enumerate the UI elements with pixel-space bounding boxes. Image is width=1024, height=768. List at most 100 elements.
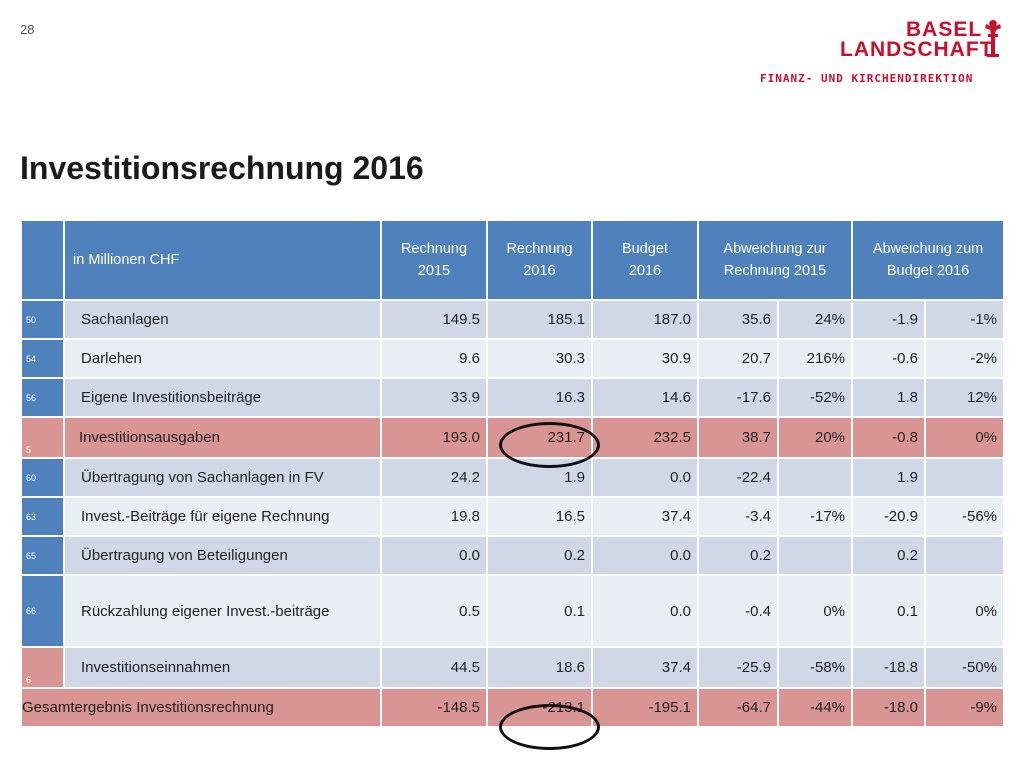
row-code: 65 bbox=[20, 535, 65, 576]
cell-r2016: 30.3 bbox=[486, 338, 593, 379]
baselstab-icon bbox=[985, 20, 1001, 57]
cell-diff-budget: -0.8 bbox=[851, 416, 927, 459]
header-abweichung-rechnung: Abweichung zur Rechnung 2015 bbox=[696, 219, 854, 301]
cell-diff-budget: 1.8 bbox=[851, 377, 927, 418]
cell-diff-budget-pct: 0% bbox=[924, 574, 1006, 648]
row-code: 60 bbox=[20, 457, 65, 498]
cell-diff-budget: -0.6 bbox=[851, 338, 927, 379]
row-code: 50 bbox=[20, 299, 65, 340]
cell-b2016: 0.0 bbox=[591, 457, 699, 498]
header-label: in Millionen CHF bbox=[63, 219, 382, 301]
total-diff-rechnung-pct: -44% bbox=[776, 687, 854, 728]
cell-diff-budget: 0.1 bbox=[851, 574, 927, 648]
cell-diff-budget-pct bbox=[924, 457, 1006, 498]
total-label: Gesamtergebnis Investitionsrechnung bbox=[20, 687, 382, 728]
cell-diff-budget-pct: 12% bbox=[924, 377, 1006, 418]
cell-r2015: 33.9 bbox=[380, 377, 488, 418]
row-label: Investitionsausgaben bbox=[63, 416, 382, 459]
table-row: 65 Übertragung von Beteiligungen 0.0 0.2… bbox=[20, 535, 1006, 576]
header-code bbox=[20, 219, 65, 301]
row-code: 66 bbox=[20, 574, 65, 648]
header-rechnung-2016: Rechnung 2016 bbox=[486, 219, 593, 301]
cell-r2016: 16.3 bbox=[486, 377, 593, 418]
cell-diff-budget: 1.9 bbox=[851, 457, 927, 498]
cell-r2015: 44.5 bbox=[380, 646, 488, 689]
cell-diff-rechnung-pct bbox=[776, 457, 854, 498]
cell-diff-budget-pct: -50% bbox=[924, 646, 1006, 689]
cell-r2015: 149.5 bbox=[380, 299, 488, 340]
cell-r2015: 0.5 bbox=[380, 574, 488, 648]
page-title: Investitionsrechnung 2016 bbox=[20, 150, 424, 186]
cell-b2016: 37.4 bbox=[591, 496, 699, 537]
cell-r2015: 193.0 bbox=[380, 416, 488, 459]
total-diff-budget: -18.0 bbox=[851, 687, 927, 728]
cell-diff-budget: -1.9 bbox=[851, 299, 927, 340]
cell-b2016: 0.0 bbox=[591, 574, 699, 648]
cell-r2015: 9.6 bbox=[380, 338, 488, 379]
cell-diff-rechnung: 38.7 bbox=[697, 416, 779, 459]
highlight-circle-gesamtergebnis bbox=[499, 704, 600, 750]
cell-diff-rechnung-pct bbox=[776, 535, 854, 576]
cell-diff-budget-pct bbox=[924, 535, 1006, 576]
cell-diff-rechnung-pct: 0% bbox=[776, 574, 854, 648]
subtotal-row: 5 Investitionsausgaben 193.0 231.7 232.5… bbox=[20, 416, 1006, 459]
cell-diff-budget-pct: 0% bbox=[924, 416, 1006, 459]
row-code: 63 bbox=[20, 496, 65, 537]
cell-b2016: 0.0 bbox=[591, 535, 699, 576]
cell-r2016: 0.2 bbox=[486, 535, 593, 576]
cell-diff-rechnung: 20.7 bbox=[697, 338, 779, 379]
cell-b2016: 232.5 bbox=[591, 416, 699, 459]
cell-diff-budget-pct: -56% bbox=[924, 496, 1006, 537]
header-abweichung-budget: Abweichung zum Budget 2016 bbox=[851, 219, 1006, 301]
cell-diff-rechnung-pct: 20% bbox=[776, 416, 854, 459]
total-b2016: -195.1 bbox=[591, 687, 699, 728]
cell-diff-rechnung: 35.6 bbox=[697, 299, 779, 340]
total-diff-rechnung: -64.7 bbox=[697, 687, 779, 728]
cell-diff-rechnung-pct: 216% bbox=[776, 338, 854, 379]
row-label: Sachanlagen bbox=[63, 299, 382, 340]
cell-diff-rechnung-pct: 24% bbox=[776, 299, 854, 340]
total-diff-budget-pct: -9% bbox=[924, 687, 1006, 728]
total-r2015: -148.5 bbox=[380, 687, 488, 728]
cell-diff-budget-pct: -1% bbox=[924, 299, 1006, 340]
cell-diff-rechnung-pct: -52% bbox=[776, 377, 854, 418]
cell-diff-budget: -20.9 bbox=[851, 496, 927, 537]
cell-diff-rechnung: -0.4 bbox=[697, 574, 779, 648]
row-code: 6 bbox=[20, 646, 65, 689]
cell-r2016: 0.1 bbox=[486, 574, 593, 648]
cell-r2015: 24.2 bbox=[380, 457, 488, 498]
row-label: Rückzahlung eigener Invest.-beiträge bbox=[63, 574, 382, 648]
logo-line2: LANDSCHAFT bbox=[840, 38, 994, 61]
cell-b2016: 30.9 bbox=[591, 338, 699, 379]
row-code: 54 bbox=[20, 338, 65, 379]
logo: BASEL LANDSCHAFT bbox=[840, 18, 1010, 90]
row-label: Darlehen bbox=[63, 338, 382, 379]
table-row: 50 Sachanlagen 149.5 185.1 187.0 35.6 24… bbox=[20, 299, 1006, 340]
row-code: 56 bbox=[20, 377, 65, 418]
highlight-circle-investitionsausgaben bbox=[499, 422, 600, 468]
cell-r2016: 16.5 bbox=[486, 496, 593, 537]
cell-diff-rechnung-pct: -17% bbox=[776, 496, 854, 537]
cell-diff-budget: -18.8 bbox=[851, 646, 927, 689]
cell-diff-rechnung: -22.4 bbox=[697, 457, 779, 498]
page-number: 28 bbox=[20, 22, 35, 37]
row-label: Invest.-Beiträge für eigene Rechnung bbox=[63, 496, 382, 537]
table-row: 60 Übertragung von Sachanlagen in FV 24.… bbox=[20, 457, 1006, 498]
row-label: Übertragung von Sachanlagen in FV bbox=[63, 457, 382, 498]
cell-diff-rechnung: -17.6 bbox=[697, 377, 779, 418]
cell-diff-rechnung-pct: -58% bbox=[776, 646, 854, 689]
cell-diff-budget-pct: -2% bbox=[924, 338, 1006, 379]
row-label: Übertragung von Beteiligungen bbox=[63, 535, 382, 576]
logo-subtitle: FINANZ- UND KIRCHENDIREKTION bbox=[760, 72, 974, 85]
row-code: 5 bbox=[20, 416, 65, 459]
header-budget-2016: Budget 2016 bbox=[591, 219, 699, 301]
header-rechnung-2015: Rechnung 2015 bbox=[380, 219, 488, 301]
row-label: Investitionseinnahmen bbox=[63, 646, 382, 689]
logo-line1: BASEL bbox=[906, 18, 983, 41]
table-row: 63 Invest.-Beiträge für eigene Rechnung … bbox=[20, 496, 1006, 537]
table-header-row: in Millionen CHF Rechnung 2015 Rechnung 20… bbox=[20, 219, 1006, 301]
cell-r2015: 19.8 bbox=[380, 496, 488, 537]
table-row: 56 Eigene Investitionsbeiträge 33.9 16.3… bbox=[20, 377, 1006, 418]
table-row: 66 Rückzahlung eigener Invest.-beiträge … bbox=[20, 574, 1006, 648]
cell-r2016: 18.6 bbox=[486, 646, 593, 689]
